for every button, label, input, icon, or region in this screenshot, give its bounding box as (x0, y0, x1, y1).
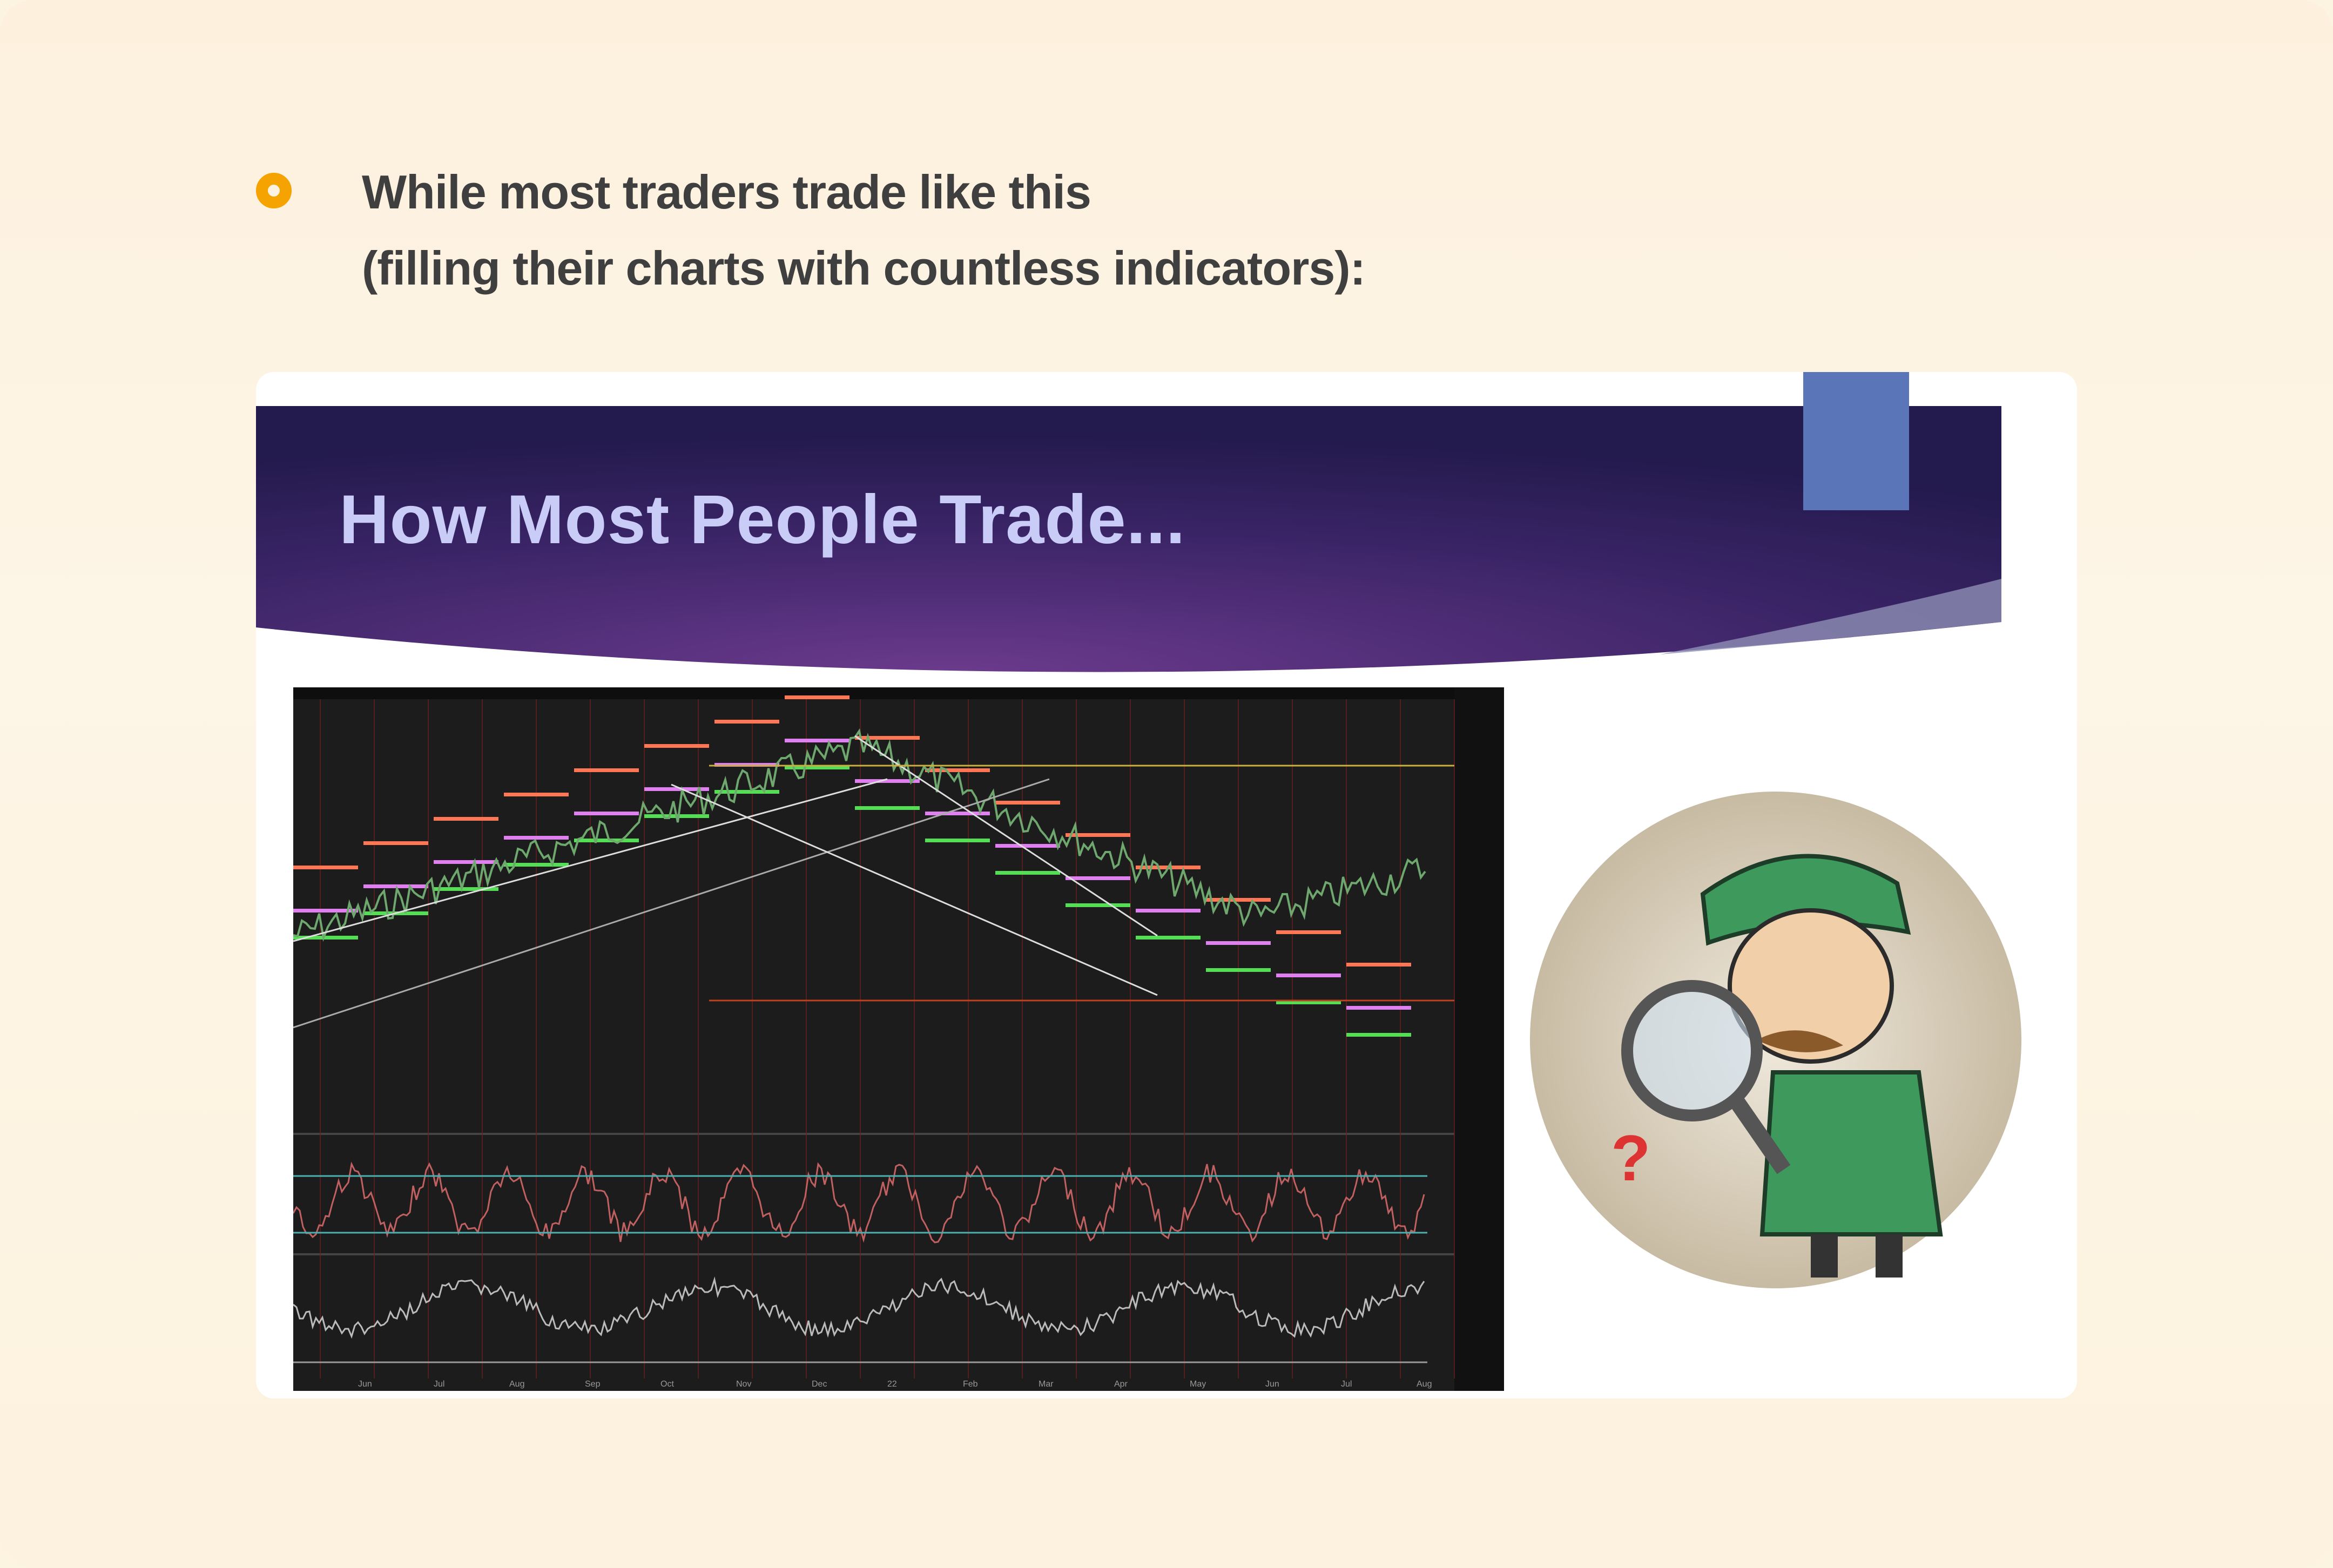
pivot-level (925, 812, 990, 815)
slide-image-card: How Most People Trade... Jun Jul Aug Sep Oct… (256, 372, 2077, 1398)
pivot-level (574, 812, 639, 815)
pivot-level (644, 787, 709, 791)
month-tick-label: 22 (887, 1380, 897, 1389)
slide-title-banner (256, 406, 2001, 672)
detective-illustration: ? (1530, 792, 2021, 1288)
pivot-level (785, 695, 849, 699)
month-tick-label: Jun (1265, 1380, 1279, 1389)
pivot-level (434, 860, 498, 864)
pivot-level (434, 887, 498, 891)
month-tick-label: Aug (1417, 1380, 1432, 1389)
pivot-level (1066, 876, 1130, 880)
pivot-level (1066, 903, 1130, 907)
indicator-cluttered-chart: Jun Jul Aug Sep Oct Nov Dec 22 Feb Mar Apr May Jun Ju… (293, 687, 1504, 1391)
month-tick-label: Feb (963, 1380, 978, 1389)
pivot-level (925, 839, 990, 842)
pivot-level (995, 844, 1060, 848)
pivot-level (1346, 1006, 1411, 1010)
svg-text:?: ? (1611, 1122, 1650, 1194)
month-tick-label: Jul (434, 1380, 444, 1389)
month-tick-label: Jun (358, 1380, 372, 1389)
month-tick-label: Aug (509, 1380, 524, 1389)
pivot-level (504, 793, 569, 796)
pivot-level (714, 790, 779, 794)
slide-title: How Most People Trade... (339, 481, 1186, 558)
pivot-level (293, 866, 358, 869)
pivot-level (363, 884, 428, 888)
month-tick-label: Sep (585, 1380, 601, 1389)
pivot-level (855, 736, 920, 740)
pivot-level (714, 720, 779, 724)
month-tick-label: May (1190, 1380, 1206, 1389)
pivot-level (1136, 936, 1201, 940)
pivot-level (293, 936, 358, 940)
pivot-level (504, 863, 569, 867)
month-tick-label: Oct (660, 1380, 674, 1389)
month-tick-label: Dec (812, 1380, 827, 1389)
pivot-level (1206, 968, 1271, 972)
pivot-level (574, 839, 639, 842)
month-tick-label: Nov (736, 1380, 751, 1389)
pivot-level (574, 768, 639, 772)
pivot-level (785, 766, 849, 769)
pivot-level (363, 841, 428, 845)
pivot-level (1206, 898, 1271, 902)
pivot-level (1136, 909, 1201, 913)
pivot-level (504, 836, 569, 840)
pivot-level (1276, 1001, 1341, 1004)
month-tick-label: Mar (1039, 1380, 1054, 1389)
ring-bullet-icon (256, 173, 292, 208)
pivot-level (1276, 974, 1341, 977)
accent-square (1803, 372, 1909, 510)
pivot-level (1276, 930, 1341, 934)
pivot-level (925, 768, 990, 772)
pivot-level (1346, 963, 1411, 967)
pivot-level (995, 801, 1060, 805)
bullet-text-line-1: While most traders trade like this (362, 165, 1091, 219)
pivot-level (855, 806, 920, 810)
pivot-level (995, 871, 1060, 875)
month-tick-label: Jul (1341, 1380, 1352, 1389)
pivot-level (293, 909, 358, 913)
pivot-level (644, 744, 709, 748)
bullet-text-line-2: (filling their charts with countless ind… (362, 241, 1366, 295)
pivot-level (785, 739, 849, 742)
pivot-level (1346, 1033, 1411, 1037)
pivot-level (855, 779, 920, 783)
pivot-level (1066, 833, 1130, 837)
pivot-level (434, 817, 498, 821)
month-tick-label: Apr (1114, 1380, 1128, 1389)
pivot-level (1206, 941, 1271, 945)
